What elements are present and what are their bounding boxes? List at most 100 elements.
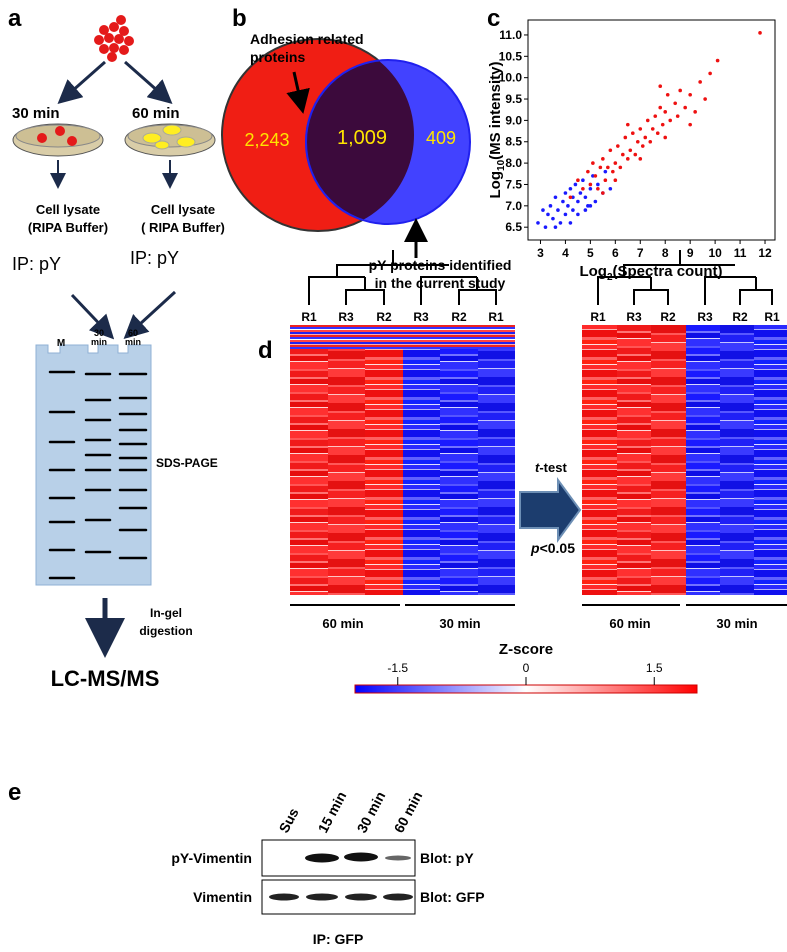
y-tick-label: 7.5 (505, 177, 522, 191)
column-label: R3 (413, 310, 429, 324)
point (536, 221, 540, 225)
colorbar-tick-label: 0 (523, 661, 530, 675)
lane-label: min (91, 337, 107, 347)
point (581, 178, 585, 182)
point (551, 216, 555, 221)
point (616, 144, 620, 148)
threshold-label-part: p (530, 540, 540, 556)
y-tick-label: 11.0 (499, 28, 522, 42)
point (563, 191, 568, 195)
x-axis-label-part: Log (579, 263, 607, 280)
point (576, 178, 580, 182)
lysate-text: Cell lysate (151, 202, 215, 217)
point (638, 157, 643, 161)
point (561, 199, 565, 204)
point (583, 208, 588, 212)
x-tick-label: 6 (612, 246, 619, 260)
point (683, 105, 687, 110)
x-tick-label: 3 (537, 246, 544, 260)
y-axis-label-part: (MS intensity) (487, 62, 504, 160)
heatmap-band (290, 325, 515, 349)
point (758, 31, 762, 35)
point (568, 186, 573, 191)
cell-cluster (94, 15, 134, 62)
annotation: proteins (250, 49, 305, 65)
panel-label: c (487, 5, 500, 32)
point (576, 212, 580, 217)
colorbar-tick-label: 1.5 (646, 661, 663, 675)
column-label: R1 (590, 310, 606, 324)
x-tick-label: 9 (687, 246, 694, 260)
x-tick-label: 12 (758, 246, 772, 260)
point (563, 212, 568, 217)
point (608, 186, 613, 191)
blot-label: Blot: GFP (420, 889, 485, 905)
point (688, 122, 692, 127)
dish (12, 123, 216, 157)
time-label: 30 min (12, 105, 60, 122)
point (655, 131, 660, 136)
step-text: In-gel (150, 606, 182, 620)
test-label-part: t (535, 460, 540, 475)
point (571, 208, 575, 212)
point (588, 204, 593, 208)
ip-text: IP: pY (12, 254, 61, 274)
ip-label: IP: GFP (313, 931, 364, 947)
lysate-text: ( RIPA Buffer) (141, 220, 225, 235)
column-label: R3 (697, 310, 713, 324)
lane-label: 15 min (315, 789, 350, 836)
point (588, 186, 593, 191)
point (678, 88, 682, 93)
point (603, 169, 608, 174)
lane-label: 60 (128, 328, 138, 338)
step-text: digestion (139, 624, 192, 638)
point (663, 135, 668, 140)
lane-label: 30 min (354, 789, 389, 836)
gel-label: SDS-PAGE (156, 456, 218, 470)
y-tick-label: 10.5 (499, 49, 523, 63)
point (625, 122, 630, 127)
point (568, 221, 573, 225)
point (658, 84, 663, 89)
y-tick-label: 6.5 (505, 220, 522, 234)
point (658, 105, 663, 110)
row-label: pY-Vimentin (171, 850, 252, 866)
heatmap-column (290, 325, 328, 595)
group-label: 30 min (716, 616, 757, 631)
point (650, 127, 655, 131)
point (638, 127, 643, 131)
point (566, 204, 570, 208)
y-tick-label: 9.0 (505, 113, 522, 127)
y-axis-label: Log10(MS intensity) (487, 62, 507, 199)
column-label: R2 (451, 310, 467, 324)
point (640, 144, 645, 148)
test-label: t-test (535, 460, 567, 475)
point (635, 139, 640, 144)
point (553, 195, 558, 200)
point (613, 161, 618, 165)
point (588, 182, 593, 187)
point (573, 182, 578, 187)
lane-labels: Sus 15 min 30 min 60 min (276, 789, 426, 836)
point (603, 178, 608, 182)
output-text: LC-MS/MS (51, 666, 160, 691)
point (703, 97, 707, 101)
venn-count: 1,009 (337, 127, 387, 149)
point (653, 114, 658, 118)
point (598, 165, 603, 170)
big-arrow (519, 476, 582, 544)
venn-count: 409 (426, 128, 456, 148)
column-labels: R1 R3 R2 R3 R2 R1 R1 R3 R2 R3 R2 R1 (301, 310, 780, 324)
x-tick-label: 4 (562, 246, 569, 260)
colorbar (354, 684, 698, 694)
point (623, 135, 628, 140)
lysate-text: (RIPA Buffer) (28, 220, 108, 235)
point (668, 118, 673, 123)
x-tick-label: 11 (734, 246, 747, 260)
column-label: R3 (626, 310, 642, 324)
point (601, 191, 605, 195)
point (568, 195, 573, 200)
heatmap-column (720, 325, 754, 595)
column-label: R2 (376, 310, 392, 324)
